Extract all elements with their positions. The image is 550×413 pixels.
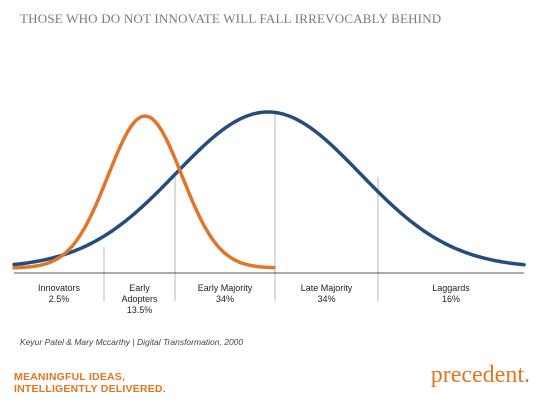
segment-share: 34% <box>317 294 336 304</box>
segment-share: 13.5% <box>126 305 153 315</box>
segment-share: 16% <box>441 294 460 304</box>
source-citation: Keyur Patel & Mary Mccarthy | Digital Tr… <box>20 337 244 347</box>
footer-tagline: MEANINGFUL IDEAS, INTELLIGENTLY DELIVERE… <box>14 371 166 395</box>
segment-label-early-adopters: Early Adopters 13.5% <box>104 283 175 316</box>
segment-name: Laggards <box>432 283 470 293</box>
tagline-line: INTELLIGENTLY DELIVERED. <box>14 383 166 395</box>
orange-adoption-curve <box>12 114 276 270</box>
slide-title: THOSE WHO DO NOT INNOVATE WILL FALL IRRE… <box>20 11 442 26</box>
segment-name: Early Majority <box>197 283 253 293</box>
segment-name: Innovators <box>37 283 81 293</box>
segment-share: 34% <box>215 294 234 304</box>
segment-label-early-majority: Early Majority 34% <box>175 283 275 305</box>
segment-label-innovators: Innovators 2.5% <box>14 283 104 305</box>
segment-label-laggards: Laggards 16% <box>378 283 524 305</box>
segment-name: Late Majority <box>300 283 353 293</box>
brand-logo: precedent. <box>430 362 530 388</box>
segment-name: Early <box>129 283 150 293</box>
blue-adoption-curve <box>12 110 526 267</box>
segment-name: Adopters <box>121 294 158 304</box>
segment-share: 2.5% <box>48 294 70 304</box>
segment-label-late-majority: Late Majority 34% <box>275 283 378 305</box>
tagline-line: MEANINGFUL IDEAS, <box>14 371 126 383</box>
